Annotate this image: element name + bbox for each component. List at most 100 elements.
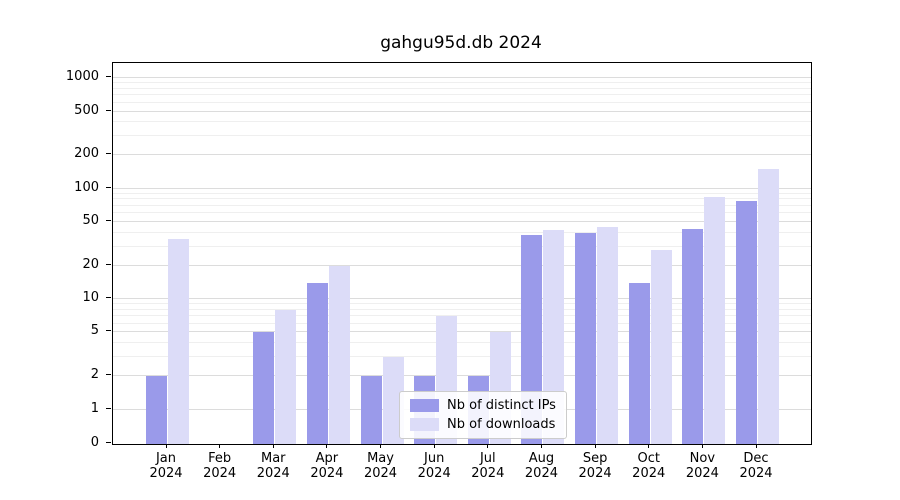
y-tick-label: 500: [74, 102, 99, 118]
gridline-minor: [113, 135, 811, 137]
x-tick-mark: [701, 444, 703, 448]
y-tick-label: 100: [74, 179, 99, 195]
y-tick-label: 50: [82, 213, 99, 228]
x-axis: Jan 2024 Feb 2024 Mar 2024 Apr 2024 May 2024 Jun 20…: [112, 444, 810, 496]
gridline-minor: [113, 204, 811, 206]
bar-downloads: [543, 230, 565, 444]
x-tick-label: Nov 2024: [685, 451, 719, 481]
y-tick-mark: [106, 220, 111, 221]
bar-downloads: [704, 196, 726, 444]
gridline-major: [113, 187, 811, 189]
y-tick-label: 200: [74, 146, 99, 162]
legend: Nb of distinct IPs Nb of downloads: [399, 391, 567, 439]
x-tick-mark: [594, 444, 596, 448]
legend-label-downloads: Nb of downloads: [447, 417, 556, 432]
y-tick-label: 2: [90, 367, 99, 383]
y-tick-label: 20: [82, 256, 99, 272]
x-tick-label: Sep 2024: [578, 451, 612, 481]
x-tick-mark: [540, 444, 542, 448]
x-tick-label: Feb 2024: [203, 451, 237, 481]
y-axis: 0 1 2 5 10 20 50 100 200 500 1000: [0, 62, 112, 450]
gridline-minor: [113, 94, 811, 96]
x-tick-mark: [433, 444, 435, 448]
y-tick-mark: [106, 109, 111, 111]
bar-distinct-ips: [253, 332, 275, 444]
gridline-minor: [113, 87, 811, 89]
legend-swatch-downloads: [410, 418, 439, 431]
bar-downloads: [275, 309, 297, 444]
gridline-major: [113, 375, 811, 377]
x-tick-label: Jul 2024: [471, 451, 505, 481]
gridline-minor: [113, 342, 811, 344]
x-tick-mark: [165, 444, 167, 448]
bar-downloads: [758, 169, 779, 444]
y-tick-label: 5: [90, 323, 99, 339]
bar-distinct-ips: [360, 376, 382, 444]
y-tick-mark: [106, 374, 111, 376]
bar-downloads: [168, 239, 189, 444]
gridline-minor: [113, 212, 811, 214]
plot-area: Nb of distinct IPs Nb of downloads: [112, 62, 812, 445]
gridline-major: [113, 298, 811, 300]
gridline-minor: [113, 356, 811, 357]
gridline-minor: [113, 101, 811, 103]
y-tick-mark: [106, 442, 111, 443]
x-tick-label: Dec 2024: [739, 451, 773, 481]
y-tick-label: 1000: [65, 69, 99, 85]
gridline-minor: [113, 121, 811, 123]
gridline-major: [113, 77, 811, 79]
bar-downloads: [597, 227, 619, 444]
y-tick-mark: [106, 186, 111, 188]
gridline-minor: [113, 308, 811, 310]
bar-distinct-ips: [575, 232, 597, 444]
legend-swatch-distinct-ips: [410, 399, 439, 412]
bar-distinct-ips: [306, 283, 328, 444]
legend-label-distinct-ips: Nb of distinct IPs: [447, 398, 556, 413]
gridline-minor: [113, 231, 811, 233]
x-tick-label: Oct 2024: [632, 451, 666, 481]
x-tick-mark: [487, 444, 489, 448]
legend-item-downloads: Nb of downloads: [410, 417, 556, 432]
y-tick-mark: [106, 263, 111, 265]
bar-distinct-ips: [682, 229, 704, 444]
x-tick-mark: [219, 444, 221, 448]
gridline-major: [113, 154, 811, 156]
y-tick-label: 0: [90, 435, 99, 450]
gridline-minor: [113, 198, 811, 200]
x-tick-label: Mar 2024: [256, 451, 290, 481]
x-tick-label: Jan 2024: [149, 451, 183, 481]
bar-downloads: [650, 249, 672, 444]
y-tick-mark: [106, 297, 111, 299]
bar-downloads: [382, 357, 404, 444]
gridline-minor: [113, 303, 811, 305]
x-tick-label: Jun 2024: [417, 451, 451, 481]
gridline-major: [113, 331, 811, 333]
y-tick-mark: [106, 76, 111, 78]
y-tick-mark: [106, 153, 111, 155]
x-tick-mark: [326, 444, 328, 448]
x-tick-label: Aug 2024: [524, 451, 558, 481]
bar-distinct-ips: [736, 200, 757, 444]
x-tick-mark: [272, 444, 274, 448]
y-tick-label: 1: [90, 400, 99, 416]
gridline-minor: [113, 315, 811, 317]
x-tick-label: May 2024: [363, 451, 398, 481]
gridline-major: [113, 110, 811, 112]
chart-title: gahgu95d.db 2024: [380, 33, 542, 53]
gridline-major: [113, 264, 811, 266]
y-tick-mark: [106, 407, 111, 409]
gridline-minor: [113, 82, 811, 84]
y-tick-label: 10: [82, 290, 99, 306]
bar-distinct-ips: [628, 283, 650, 444]
gridline-minor: [113, 322, 811, 324]
x-tick-mark: [755, 444, 757, 448]
legend-item-distinct-ips: Nb of distinct IPs: [410, 398, 556, 413]
gridline-major: [113, 221, 811, 222]
gridline-minor: [113, 192, 811, 194]
y-tick-mark: [106, 330, 111, 332]
x-tick-mark: [648, 444, 650, 448]
x-tick-label: Apr 2024: [310, 451, 344, 481]
x-tick-mark: [380, 444, 382, 448]
bar-downloads: [328, 265, 350, 444]
